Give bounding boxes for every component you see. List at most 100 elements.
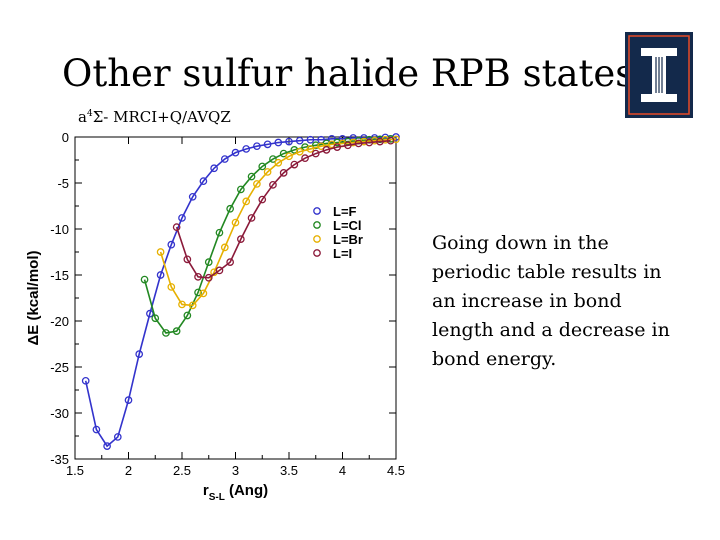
data-point-li	[269, 180, 277, 189]
data-point-li	[333, 143, 341, 151]
data-point-lf	[327, 134, 336, 143]
data-point-lcl	[215, 228, 224, 237]
data-point-lf	[156, 271, 165, 279]
data-point-lcl	[162, 329, 170, 337]
x-tick-label: 3	[232, 463, 239, 478]
data-point-lbr	[253, 180, 261, 188]
data-point-lf	[285, 137, 293, 146]
data-point-li	[194, 272, 202, 281]
data-point-lcl	[311, 141, 320, 150]
data-point-lbr	[242, 197, 251, 206]
data-point-lbr	[188, 301, 197, 310]
data-point-lcl	[226, 204, 234, 213]
y-axis-label: ΔE (kcal/mol)	[25, 251, 42, 346]
data-point-lbr	[285, 152, 293, 161]
data-point-lf	[231, 148, 240, 157]
data-point-li	[290, 160, 299, 169]
x-tick-label: 4.5	[387, 463, 405, 478]
data-point-lbr	[295, 147, 304, 156]
data-point-lcl	[140, 275, 149, 284]
x-tick-label: 3.5	[280, 463, 298, 478]
data-point-lbr	[167, 283, 176, 291]
legend-label-li: L=I	[333, 246, 352, 261]
data-point-lf	[242, 145, 251, 153]
data-point-lbr	[263, 168, 272, 176]
data-point-lcl	[269, 155, 277, 163]
data-point-lcl	[194, 288, 202, 297]
series-line-li	[175, 139, 391, 279]
data-point-lf	[274, 138, 283, 147]
data-point-li	[301, 154, 309, 163]
x-tick-label: 1.5	[66, 463, 84, 478]
university-logo: I	[625, 32, 693, 118]
legend-marker-lf	[313, 207, 321, 215]
data-point-lf	[103, 442, 111, 450]
y-tick-label: 0	[62, 130, 69, 145]
data-point-lbr	[274, 158, 283, 167]
data-point-li	[204, 273, 213, 282]
data-point-lbr	[317, 142, 325, 151]
data-point-lf	[178, 214, 186, 222]
data-point-li	[237, 235, 245, 243]
y-tick-label: -5	[57, 176, 69, 191]
plot-frame	[74, 136, 397, 460]
data-point-lf	[199, 177, 208, 186]
legend-marker-lbr	[313, 235, 321, 243]
data-point-li	[354, 139, 363, 148]
data-point-lf	[253, 142, 261, 151]
subtitle-rest: Σ- MRCI+Q/AVQZ	[92, 108, 231, 126]
data-point-lcl	[151, 314, 160, 323]
legend-label-lbr: L=Br	[333, 232, 363, 247]
data-point-lbr	[178, 300, 186, 309]
y-tick-label: -35	[50, 452, 69, 467]
potential-energy-chart: 1.5 2 2.5 3 3.5 4 4.5 0 -5 -10 -15 -20 -25 -30 -35 rS-L…	[25, 130, 405, 500]
legend-label-lf: L=F	[333, 204, 357, 219]
data-point-li	[343, 141, 352, 150]
legend-marker-li	[313, 249, 321, 257]
data-point-lf	[124, 396, 133, 404]
data-point-lf	[167, 240, 176, 249]
x-tick-label: 4	[339, 463, 346, 478]
data-point-lbr	[220, 243, 229, 252]
data-point-lf	[188, 192, 197, 201]
data-point-lbr	[392, 135, 400, 144]
data-point-lf	[210, 164, 218, 173]
data-point-li	[215, 266, 224, 275]
method-subtitle: a4Σ- MRCI+Q/AVQZ	[78, 108, 231, 126]
data-point-lcl	[237, 185, 245, 194]
subtitle-prefix: a	[78, 108, 87, 126]
data-point-li	[172, 223, 181, 232]
data-point-li	[322, 146, 331, 154]
y-tick-label: -20	[50, 314, 69, 329]
series-line-lf	[84, 136, 397, 448]
data-point-lf	[306, 135, 315, 144]
data-point-lbr	[306, 145, 315, 153]
x-axis-label: rS-L (Ang)	[203, 482, 268, 500]
data-point-li	[386, 136, 395, 145]
data-point-lbr	[231, 218, 240, 227]
explanation-text: Going down in the periodic table results…	[432, 232, 670, 370]
data-point-lf	[146, 309, 154, 318]
data-point-li	[258, 195, 267, 204]
data-point-li	[376, 137, 384, 146]
y-tick-label: -15	[50, 268, 69, 283]
data-point-lbr	[156, 248, 165, 256]
x-tick-label: 2	[125, 463, 132, 478]
data-point-li	[247, 214, 256, 222]
data-point-lf	[92, 425, 101, 434]
data-point-lcl	[172, 327, 181, 335]
data-point-lcl	[183, 311, 192, 320]
data-point-li	[226, 258, 234, 266]
data-point-li	[365, 138, 374, 147]
data-point-lf	[263, 140, 272, 149]
y-tick-label: -25	[50, 360, 69, 375]
data-point-lf	[81, 376, 90, 385]
data-point-lf	[135, 350, 144, 358]
y-tick-label: -10	[50, 222, 69, 237]
data-point-lcl	[247, 172, 256, 181]
data-point-lcl	[258, 162, 267, 171]
x-tick-label: 2.5	[173, 463, 191, 478]
data-point-li	[279, 169, 288, 177]
legend-label-lcl: L=Cl	[333, 218, 362, 233]
data-point-li	[183, 255, 192, 264]
